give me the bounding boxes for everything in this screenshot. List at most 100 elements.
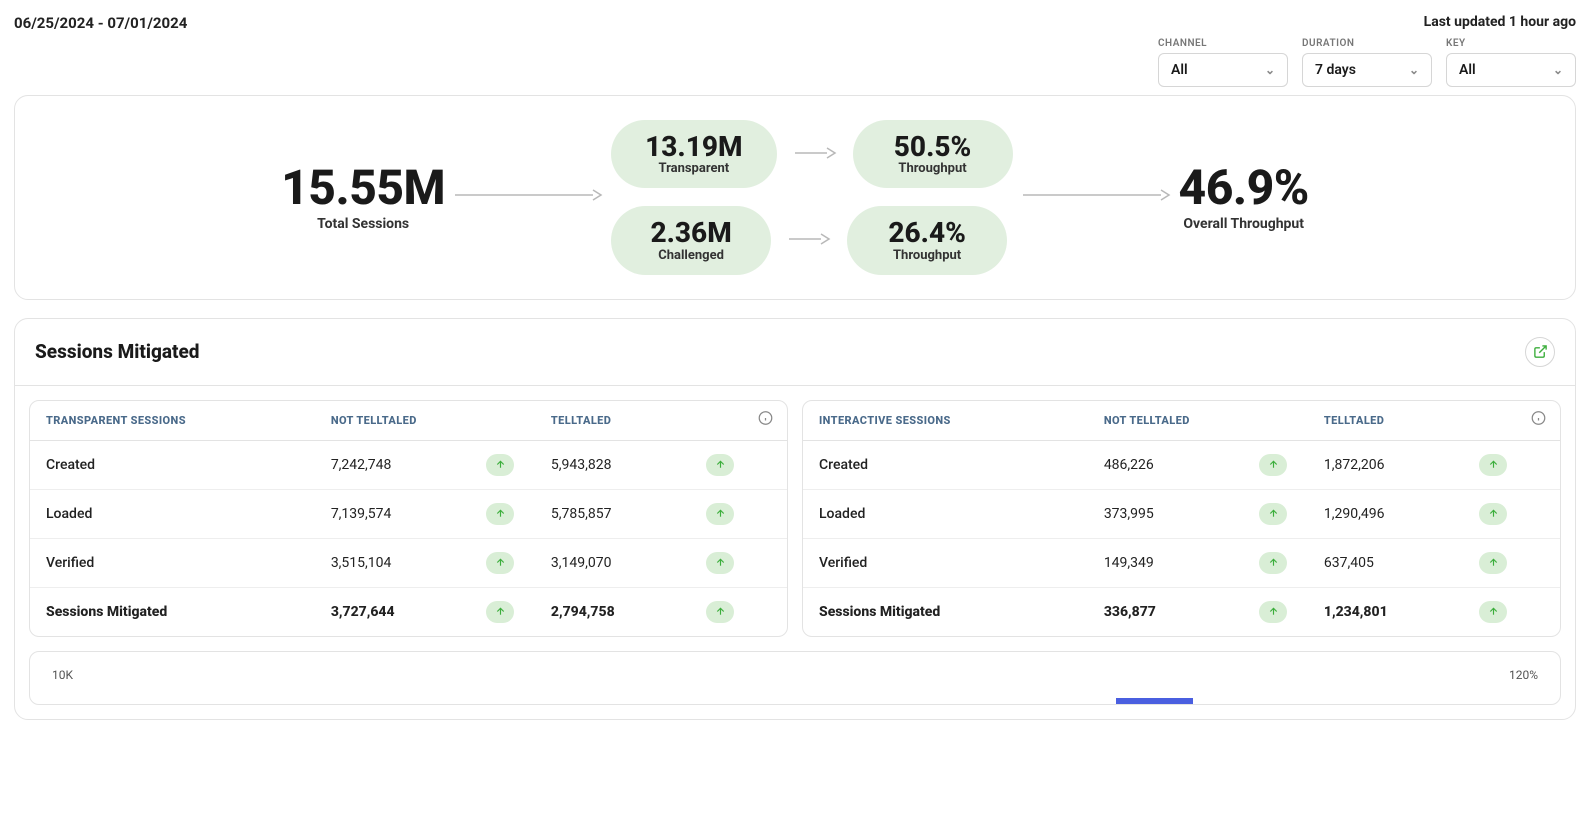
info-icon[interactable] — [758, 411, 773, 430]
table-row: Verified3,515,104 3,149,070 — [30, 539, 787, 588]
filter-channel-dropdown[interactable]: All ⌄ — [1158, 53, 1288, 87]
row-value-a: 336,877 — [1104, 604, 1259, 620]
interactive-sessions-table: INTERACTIVE SESSIONSNOT TELLTALED TELLTAL… — [802, 400, 1561, 637]
trend-up-icon — [706, 601, 734, 623]
filter-key-label: KEY — [1446, 38, 1576, 49]
stat-total-sessions: 15.55M Total Sessions — [281, 163, 445, 231]
chart-bar — [1116, 698, 1193, 704]
pill-transparent-throughput: 50.5% Throughput — [853, 120, 1013, 188]
filter-duration-value: 7 days — [1315, 62, 1356, 78]
table-title: TRANSPARENT SESSIONS — [46, 414, 331, 427]
table-row: Loaded7,139,574 5,785,857 — [30, 490, 787, 539]
pill-challenged-throughput-label: Throughput — [881, 248, 973, 263]
row-value-b: 1,234,801 — [1324, 604, 1479, 620]
stat-overall-throughput-value: 46.9% — [1179, 163, 1309, 213]
filter-channel-value: All — [1171, 62, 1188, 78]
row-value-a: 3,727,644 — [331, 604, 486, 620]
trend-up-icon — [706, 503, 734, 525]
table-col-a: NOT TELLTALED — [331, 414, 486, 427]
stat-total-sessions-value: 15.55M — [281, 163, 445, 213]
trend-up-icon — [1259, 454, 1287, 476]
row-value-a: 7,139,574 — [331, 506, 486, 522]
row-label: Loaded — [46, 506, 331, 522]
filter-key-value: All — [1459, 62, 1476, 78]
row-label: Created — [46, 457, 331, 473]
row-label: Verified — [46, 555, 331, 571]
row-label: Created — [819, 457, 1104, 473]
row-value-a: 7,242,748 — [331, 457, 486, 473]
chevron-down-icon: ⌄ — [1265, 63, 1275, 77]
pill-challenged: 2.36M Challenged — [611, 206, 771, 274]
table-row: Created7,242,748 5,943,828 — [30, 441, 787, 490]
trend-up-icon — [1479, 503, 1507, 525]
row-value-a: 3,515,104 — [331, 555, 486, 571]
filter-channel-label: CHANNEL — [1158, 38, 1288, 49]
arrow-right-icon — [453, 187, 603, 207]
filter-duration-label: DURATION — [1302, 38, 1432, 49]
row-value-a: 373,995 — [1104, 506, 1259, 522]
table-row: Verified149,349 637,405 — [803, 539, 1560, 588]
chart-right-axis-label: 120% — [1509, 668, 1538, 682]
summary-panel: 15.55M Total Sessions 13.19M Transparent… — [14, 95, 1576, 300]
row-value-b: 5,785,857 — [551, 506, 706, 522]
date-range: 06/25/2024 - 07/01/2024 — [14, 14, 187, 32]
chevron-down-icon: ⌄ — [1409, 63, 1419, 77]
row-value-b: 5,943,828 — [551, 457, 706, 473]
pill-transparent-label: Transparent — [645, 161, 742, 176]
table-row: Created486,226 1,872,206 — [803, 441, 1560, 490]
transparent-sessions-table: TRANSPARENT SESSIONSNOT TELLTALED TELLTAL… — [29, 400, 788, 637]
pill-transparent: 13.19M Transparent — [611, 120, 776, 188]
trend-up-icon — [486, 601, 514, 623]
row-label: Sessions Mitigated — [46, 604, 331, 620]
trend-up-icon — [1479, 552, 1507, 574]
arrow-right-icon — [787, 231, 831, 250]
row-value-b: 1,290,496 — [1324, 506, 1479, 522]
row-label: Sessions Mitigated — [819, 604, 1104, 620]
row-value-b: 1,872,206 — [1324, 457, 1479, 473]
row-label: Loaded — [819, 506, 1104, 522]
table-col-b: TELLTALED — [1324, 414, 1479, 427]
trend-up-icon — [1479, 454, 1507, 476]
stat-overall-throughput: 46.9% Overall Throughput — [1179, 163, 1309, 231]
table-title: INTERACTIVE SESSIONS — [819, 414, 1104, 427]
pill-transparent-throughput-label: Throughput — [887, 161, 979, 176]
filter-key-dropdown[interactable]: All ⌄ — [1446, 53, 1576, 87]
row-value-b: 2,794,758 — [551, 604, 706, 620]
pill-challenged-value: 2.36M — [645, 218, 737, 247]
trend-up-icon — [706, 552, 734, 574]
trend-up-icon — [706, 454, 734, 476]
stat-overall-throughput-label: Overall Throughput — [1179, 216, 1309, 232]
row-value-a: 149,349 — [1104, 555, 1259, 571]
trend-up-icon — [1259, 552, 1287, 574]
chevron-down-icon: ⌄ — [1553, 63, 1563, 77]
row-value-b: 637,405 — [1324, 555, 1479, 571]
pill-challenged-throughput: 26.4% Throughput — [847, 206, 1007, 274]
trend-up-icon — [486, 454, 514, 476]
table-row: Sessions Mitigated336,877 1,234,801 — [803, 588, 1560, 636]
chart-left-axis-label: 10K — [52, 668, 73, 682]
info-icon[interactable] — [1531, 411, 1546, 430]
row-value-b: 3,149,070 — [551, 555, 706, 571]
filter-duration-dropdown[interactable]: 7 days ⌄ — [1302, 53, 1432, 87]
trend-up-icon — [1479, 601, 1507, 623]
pill-transparent-value: 13.19M — [645, 132, 742, 161]
sessions-mitigated-title: Sessions Mitigated — [35, 340, 200, 363]
table-row: Sessions Mitigated3,727,644 2,794,758 — [30, 588, 787, 636]
arrow-right-icon — [1021, 187, 1171, 207]
trend-up-icon — [1259, 601, 1287, 623]
expand-button[interactable] — [1525, 337, 1555, 367]
row-value-a: 486,226 — [1104, 457, 1259, 473]
row-label: Verified — [819, 555, 1104, 571]
table-col-b: TELLTALED — [551, 414, 706, 427]
sessions-mitigated-panel: Sessions Mitigated TRANSPARENT SESSIONSN… — [14, 318, 1576, 720]
table-row: Loaded373,995 1,290,496 — [803, 490, 1560, 539]
pill-transparent-throughput-value: 50.5% — [887, 132, 979, 161]
pill-challenged-throughput-value: 26.4% — [881, 218, 973, 247]
arrow-right-icon — [793, 145, 837, 164]
pill-challenged-label: Challenged — [645, 248, 737, 263]
last-updated: Last updated 1 hour ago — [1158, 14, 1576, 30]
trend-up-icon — [486, 503, 514, 525]
table-col-a: NOT TELLTALED — [1104, 414, 1259, 427]
trend-up-icon — [1259, 503, 1287, 525]
stat-total-sessions-label: Total Sessions — [281, 216, 445, 232]
